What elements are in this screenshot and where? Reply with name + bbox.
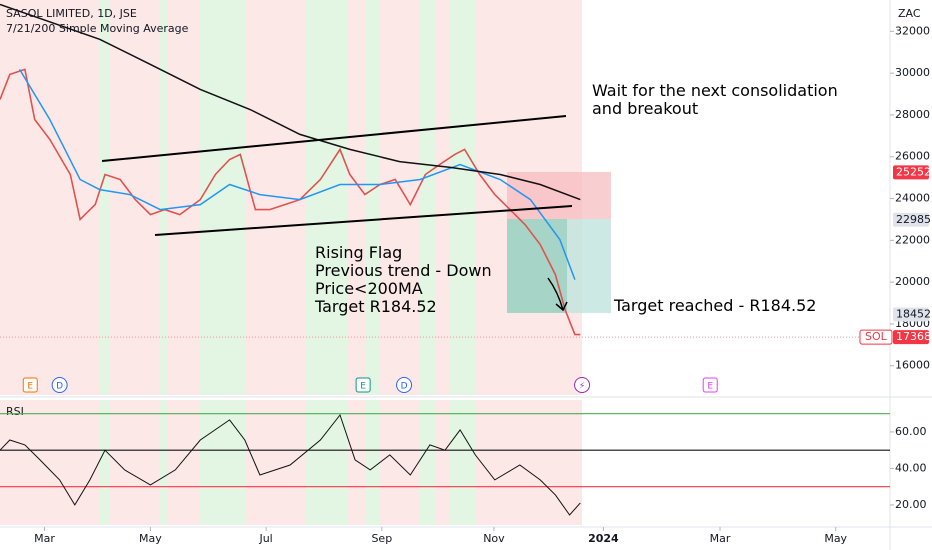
event-marker bbox=[22, 377, 38, 393]
x-tick-label: Mar bbox=[710, 532, 731, 545]
rsi-line bbox=[0, 413, 581, 516]
price-label: 18452 bbox=[896, 307, 931, 320]
annotation: Target R184.52 bbox=[314, 297, 437, 316]
y-tick-label: 20000 bbox=[895, 275, 930, 288]
price-label-box bbox=[893, 165, 929, 180]
price-name-box bbox=[859, 329, 893, 345]
series-line bbox=[0, 3, 581, 201]
annotation: Previous trend - Down bbox=[315, 261, 492, 280]
arrow bbox=[547, 277, 568, 312]
risk-box bbox=[507, 172, 611, 219]
rsi-tick-label: 60.00 bbox=[895, 425, 927, 438]
price-label-box bbox=[893, 212, 929, 227]
event-marker bbox=[702, 377, 718, 393]
y-tick-label: 16000 bbox=[895, 359, 930, 372]
x-tick-label: Nov bbox=[483, 532, 505, 545]
series-line bbox=[18, 69, 576, 280]
price-label-box bbox=[893, 330, 929, 345]
flag-lower bbox=[154, 205, 573, 236]
y-tick-label: 28000 bbox=[895, 108, 930, 121]
x-tick-label: 2024 bbox=[588, 532, 619, 545]
rsi-tick-label: 40.00 bbox=[895, 461, 927, 474]
reward-box-filled bbox=[507, 219, 567, 313]
event-label: ⚡ bbox=[579, 382, 585, 392]
flag-upper bbox=[101, 115, 567, 162]
x-tick-label: Sep bbox=[371, 532, 392, 545]
event-marker bbox=[355, 377, 371, 393]
bg-shade bbox=[0, 0, 582, 395]
chart-title: SASOL LIMITED, 1D, JSE bbox=[6, 7, 137, 20]
y-tick-label: 22000 bbox=[895, 233, 930, 246]
x-tick-label: May bbox=[824, 532, 847, 545]
annotation: and breakout bbox=[592, 99, 698, 118]
event-marker bbox=[51, 377, 68, 393]
series-line bbox=[0, 68, 581, 336]
x-tick-label: May bbox=[139, 532, 162, 545]
y-tick-label: 32000 bbox=[895, 24, 930, 37]
x-tick-label: Mar bbox=[34, 532, 55, 545]
x-tick-label: Jul bbox=[258, 532, 272, 545]
event-marker bbox=[396, 377, 413, 393]
green-bands bbox=[100, 0, 475, 525]
event-label: E bbox=[707, 382, 713, 392]
event-marker bbox=[574, 377, 591, 393]
price-label-box bbox=[893, 307, 929, 322]
chart-subtitle: 7/21/200 Simple Moving Average bbox=[6, 22, 189, 35]
price-label: 25252 bbox=[896, 165, 931, 178]
annotation: Target reached - R184.52 bbox=[613, 296, 816, 315]
annotation: Price<200MA bbox=[315, 279, 423, 298]
price-label: 22985 bbox=[896, 213, 931, 226]
rsi-title: RSI bbox=[6, 405, 24, 418]
currency: ZAC bbox=[898, 7, 921, 20]
event-label: E bbox=[27, 382, 33, 392]
y-tick-label: 24000 bbox=[895, 192, 930, 205]
annotation: Wait for the next consolidation bbox=[592, 81, 838, 100]
price-label: 17368 bbox=[896, 330, 931, 343]
y-tick-label: 26000 bbox=[895, 150, 930, 163]
event-label: E bbox=[360, 382, 366, 392]
y-tick-label: 30000 bbox=[895, 66, 930, 79]
event-label: D bbox=[401, 382, 408, 392]
event-label: D bbox=[56, 382, 63, 392]
bg-shade bbox=[0, 400, 582, 525]
price-name: SOL bbox=[865, 330, 888, 343]
rsi-tick-label: 20.00 bbox=[895, 498, 927, 511]
annotation: Rising Flag bbox=[315, 243, 402, 262]
